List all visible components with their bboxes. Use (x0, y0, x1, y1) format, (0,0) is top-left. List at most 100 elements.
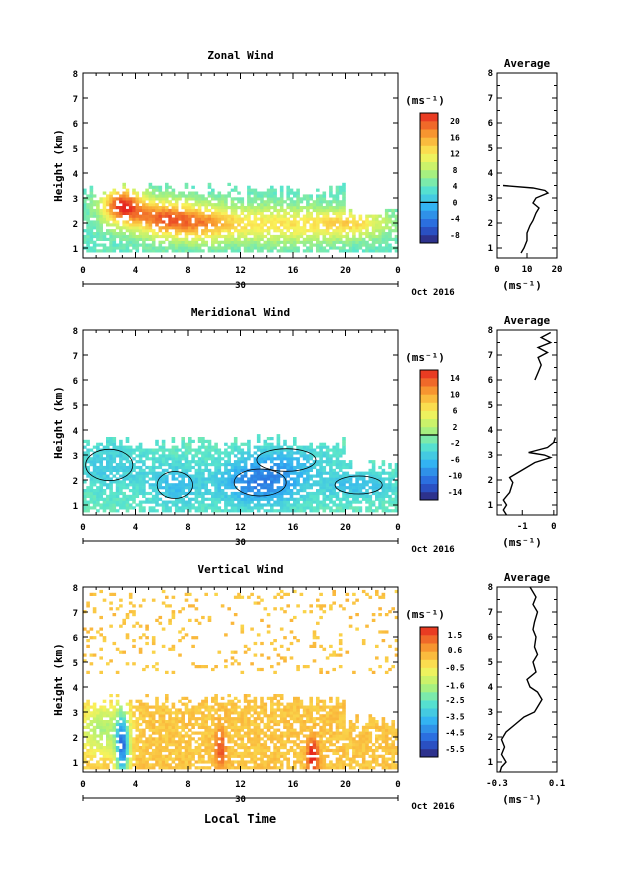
heatmap-cell (217, 194, 222, 198)
heatmap-cell (128, 232, 133, 236)
heatmap-cell (112, 500, 117, 504)
heatmap-cell (148, 766, 153, 770)
heatmap-cell (345, 503, 350, 507)
heatmap-cell (348, 465, 353, 470)
heatmap-cell (211, 717, 215, 721)
heatmap-cell (217, 206, 222, 210)
heatmap-cell (260, 717, 264, 721)
heatmap-cell (332, 232, 336, 236)
heatmap-cell (325, 489, 330, 493)
heatmap-cell (276, 722, 281, 727)
heatmap-cell (115, 243, 120, 247)
heatmap-cell (361, 220, 366, 224)
heatmap-cell (125, 454, 130, 458)
heatmap-cell (142, 483, 146, 487)
heatmap-cell (184, 445, 189, 449)
profile-y-tick-label: 4 (488, 426, 494, 436)
heatmap-cell (338, 506, 343, 510)
heatmap-cell (243, 234, 248, 239)
heatmap-cell (178, 748, 182, 753)
heatmap-cell (92, 708, 97, 712)
heatmap-cell (306, 503, 310, 507)
heatmap-cell (155, 451, 159, 455)
heatmap-cell (207, 506, 212, 510)
heatmap-cell (211, 667, 215, 672)
heatmap-cell (289, 445, 294, 449)
heatmap-cell (243, 217, 248, 221)
heatmap-cell (86, 229, 90, 233)
heatmap-cell (214, 463, 218, 467)
heatmap-cell (201, 737, 205, 741)
heatmap-cell (155, 203, 159, 207)
heatmap-cell (332, 217, 336, 221)
heatmap-cell (335, 240, 340, 244)
heatmap-cell (266, 696, 271, 700)
heatmap-cell (270, 249, 274, 253)
heatmap-cell (178, 494, 182, 498)
heatmap-cell (207, 229, 212, 233)
heatmap-cell (128, 595, 133, 599)
heatmap-cell (142, 240, 146, 244)
heatmap-cell (391, 477, 395, 481)
heatmap-cell (352, 483, 356, 487)
heatmap-cell (115, 191, 120, 195)
heatmap-cell (279, 240, 284, 244)
heatmap-cell (250, 208, 254, 213)
heatmap-cell (171, 725, 176, 729)
heatmap-cell (332, 491, 336, 496)
heatmap-cell (142, 480, 146, 484)
heatmap-cell (128, 208, 133, 213)
x-tick-label: 8 (185, 266, 190, 276)
heatmap-cell (309, 457, 313, 461)
heatmap-cell (138, 486, 143, 490)
heatmap-cell (207, 705, 212, 709)
heatmap-cell (230, 725, 235, 729)
heatmap-cell (253, 217, 258, 221)
heatmap-cell (368, 486, 373, 490)
heatmap-cell (270, 200, 274, 204)
heatmap-cell (197, 439, 202, 443)
heatmap-cell (148, 457, 153, 461)
heatmap-cell (184, 249, 189, 253)
colorbar-tick-label: 12 (450, 150, 460, 159)
heatmap-cell (286, 191, 290, 195)
heatmap-cell (86, 457, 90, 461)
heatmap-cell (197, 243, 202, 247)
heatmap-cell (224, 211, 228, 215)
heatmap-cell (224, 217, 228, 221)
heatmap-cell (240, 208, 245, 213)
heatmap-cell (325, 206, 330, 210)
heatmap-cell (211, 203, 215, 207)
heatmap-cell (96, 734, 100, 738)
heatmap-cell (171, 437, 176, 441)
heatmap-cell (86, 249, 90, 253)
heatmap-cell (220, 480, 225, 484)
heatmap-cell (132, 197, 136, 201)
heatmap-cell (220, 483, 225, 487)
heatmap-cell (145, 480, 149, 484)
heatmap-cell (263, 474, 268, 478)
heatmap-cell (138, 711, 143, 715)
heatmap-cell (325, 503, 330, 507)
heatmap-cell (237, 465, 241, 470)
heatmap-cell (122, 711, 126, 715)
heatmap-cell (368, 249, 373, 253)
heatmap-cell (276, 243, 281, 247)
heatmap-cell (332, 229, 336, 233)
heatmap-cell (197, 725, 202, 729)
heatmap-cell (243, 460, 248, 464)
heatmap-cell (145, 751, 149, 755)
heatmap-cell (132, 491, 136, 496)
heatmap-cell (283, 746, 287, 750)
heatmap-cell (86, 468, 90, 472)
x-tick-label: 8 (185, 523, 190, 533)
heatmap-cell (142, 714, 146, 718)
heatmap-cell (391, 500, 395, 504)
heatmap-cell (270, 197, 274, 201)
heatmap-cell (151, 471, 156, 475)
heatmap-cell (151, 191, 156, 195)
heatmap-cell (99, 217, 103, 221)
heatmap-cell (240, 728, 245, 732)
heatmap-cell (283, 757, 287, 761)
heatmap-cell (381, 237, 386, 241)
